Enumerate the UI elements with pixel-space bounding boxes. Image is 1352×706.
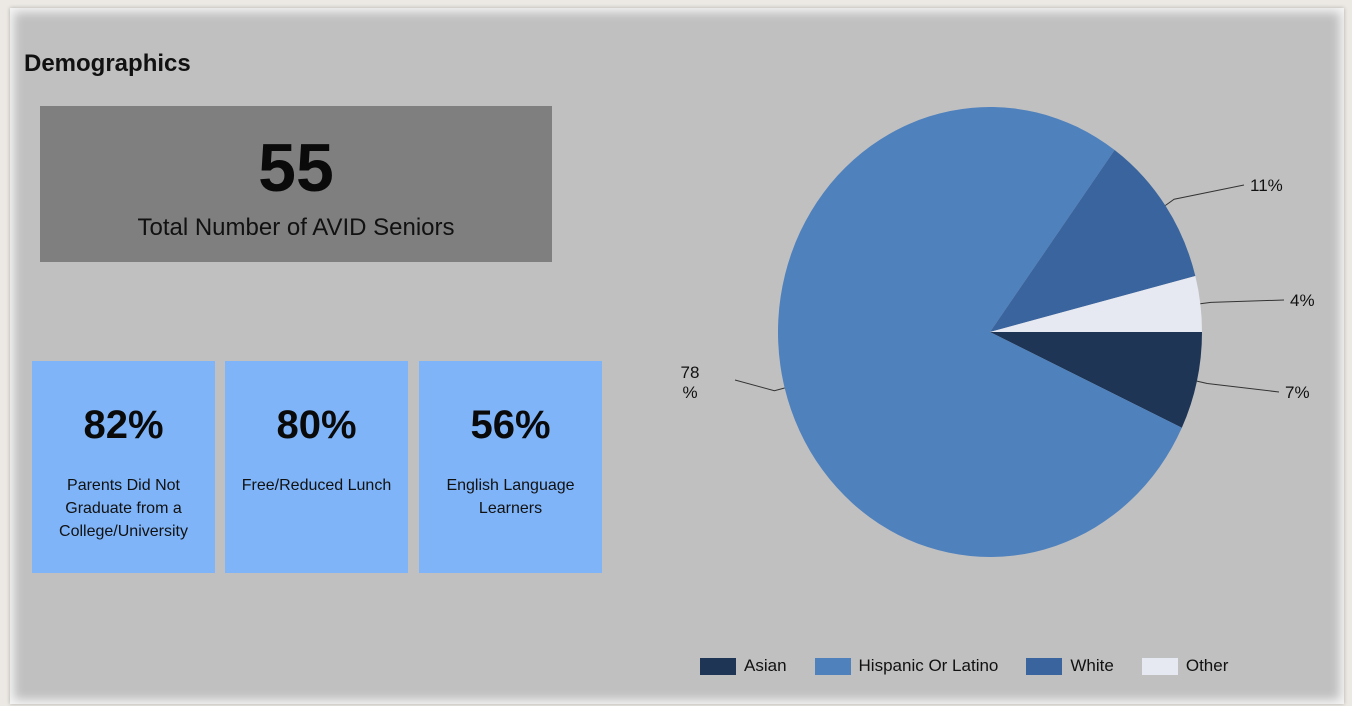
pie-slice-white — [990, 149, 1196, 332]
stat-card-lunch: 80% Free/Reduced Lunch — [225, 361, 408, 573]
stat-value: 56% — [470, 403, 551, 447]
stat-label: Parents Did Not Graduate from a College/… — [59, 477, 188, 540]
stat-label: Free/Reduced Lunch — [241, 477, 392, 494]
legend-swatch — [1141, 657, 1178, 675]
legend-item-white: White — [1026, 656, 1114, 676]
leader-line — [1196, 380, 1280, 393]
stat-value: 80% — [276, 403, 357, 447]
total-seniors-label: Total Number of AVID Seniors — [137, 214, 455, 241]
stat-label: English Language Learners — [446, 477, 575, 517]
stat-value: 82% — [83, 403, 164, 447]
legend-label: Asian — [744, 656, 787, 675]
legend-swatch — [700, 657, 736, 675]
pie-slice-other — [990, 276, 1202, 332]
legend-label: White — [1070, 656, 1114, 675]
stat-card-parents: 82% Parents Did Not Graduate from a Coll… — [32, 361, 215, 573]
legend-item-asian: Asian — [700, 656, 787, 676]
stat-card-ell: 56% English Language Learners — [419, 361, 602, 573]
leader-line — [734, 379, 785, 392]
legend-swatch — [1026, 657, 1063, 675]
chart-legend: Asian Hispanic Or Latino White Other — [700, 656, 1256, 676]
pie-data-label: 78% — [681, 363, 700, 402]
legend-label: Other — [1185, 656, 1229, 675]
total-seniors-value: 55 — [258, 130, 334, 206]
legend-item-hispanic: Hispanic Or Latino — [814, 656, 999, 676]
legend-label: Hispanic Or Latino — [858, 656, 999, 675]
leader-line — [1200, 299, 1285, 305]
pie-slice-asian — [990, 332, 1202, 428]
pie-data-label: 4% — [1290, 291, 1315, 310]
pie-data-label: 11% — [1250, 176, 1283, 195]
leader-line — [1165, 184, 1245, 206]
page-title: Demographics — [24, 50, 191, 77]
pie-slice-hispanic — [778, 107, 1182, 557]
pie-data-label: 7% — [1285, 383, 1310, 402]
legend-swatch — [814, 657, 851, 675]
legend-item-other: Other — [1141, 656, 1229, 676]
total-seniors-card: 55 Total Number of AVID Seniors — [40, 106, 552, 262]
